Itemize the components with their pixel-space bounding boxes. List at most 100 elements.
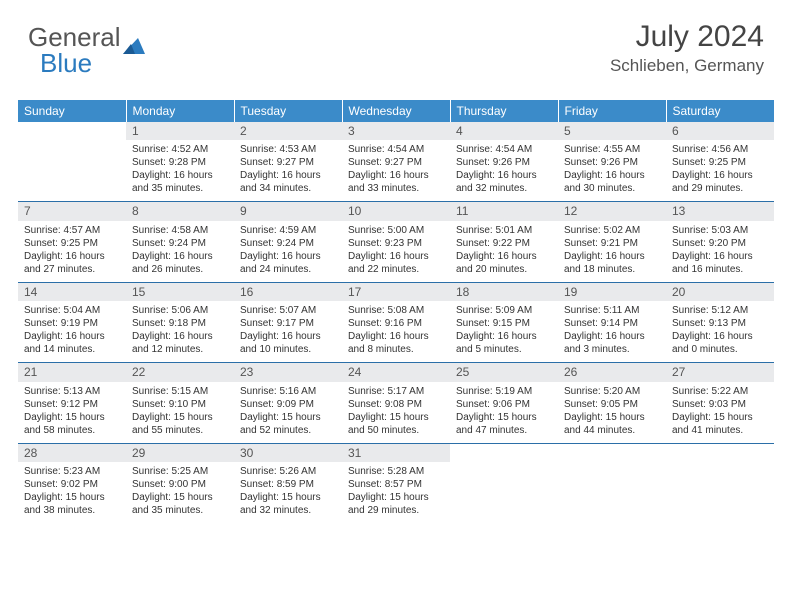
day-details: Sunrise: 5:09 AMSunset: 9:15 PMDaylight:… — [450, 301, 558, 362]
header-block: July 2024 Schlieben, Germany — [610, 20, 764, 76]
day-number — [558, 444, 666, 462]
day-number: 14 — [18, 283, 126, 301]
day-cell-body: Sunrise: 5:07 AMSunset: 9:17 PMDaylight:… — [234, 301, 342, 363]
day-line-d1: Daylight: 16 hours — [240, 169, 336, 182]
day-line-ss: Sunset: 9:12 PM — [24, 398, 120, 411]
day-line-ss: Sunset: 9:28 PM — [132, 156, 228, 169]
day-line-d1: Daylight: 16 hours — [348, 250, 444, 263]
day-line-ss: Sunset: 9:06 PM — [456, 398, 552, 411]
day-cell-number — [450, 444, 558, 462]
location-label: Schlieben, Germany — [610, 56, 764, 76]
week-daynum-row: 123456 — [18, 122, 774, 140]
day-line-sr: Sunrise: 5:22 AM — [672, 385, 768, 398]
day-line-sr: Sunrise: 5:15 AM — [132, 385, 228, 398]
day-details: Sunrise: 5:07 AMSunset: 9:17 PMDaylight:… — [234, 301, 342, 362]
dayname-friday: Friday — [558, 100, 666, 122]
day-line-d1: Daylight: 16 hours — [672, 250, 768, 263]
day-cell-body: Sunrise: 5:19 AMSunset: 9:06 PMDaylight:… — [450, 382, 558, 444]
day-line-sr: Sunrise: 5:16 AM — [240, 385, 336, 398]
day-number: 29 — [126, 444, 234, 462]
day-cell-number: 21 — [18, 363, 126, 381]
day-line-d2: and 18 minutes. — [564, 263, 660, 276]
day-details: Sunrise: 4:59 AMSunset: 9:24 PMDaylight:… — [234, 221, 342, 282]
day-number: 15 — [126, 283, 234, 301]
day-cell-number: 10 — [342, 202, 450, 220]
day-line-d2: and 47 minutes. — [456, 424, 552, 437]
day-line-sr: Sunrise: 5:03 AM — [672, 224, 768, 237]
day-details: Sunrise: 4:58 AMSunset: 9:24 PMDaylight:… — [126, 221, 234, 282]
day-line-d2: and 41 minutes. — [672, 424, 768, 437]
day-number: 17 — [342, 283, 450, 301]
day-details: Sunrise: 4:54 AMSunset: 9:27 PMDaylight:… — [342, 140, 450, 201]
day-line-ss: Sunset: 9:24 PM — [132, 237, 228, 250]
day-cell-body: Sunrise: 5:02 AMSunset: 9:21 PMDaylight:… — [558, 221, 666, 283]
day-line-ss: Sunset: 9:15 PM — [456, 317, 552, 330]
day-cell-body: Sunrise: 4:54 AMSunset: 9:27 PMDaylight:… — [342, 140, 450, 202]
day-details: Sunrise: 5:22 AMSunset: 9:03 PMDaylight:… — [666, 382, 774, 443]
day-cell-body: Sunrise: 5:00 AMSunset: 9:23 PMDaylight:… — [342, 221, 450, 283]
day-cell-number: 29 — [126, 444, 234, 462]
day-details — [18, 140, 126, 194]
day-line-sr: Sunrise: 5:01 AM — [456, 224, 552, 237]
day-line-d2: and 35 minutes. — [132, 182, 228, 195]
day-line-d2: and 58 minutes. — [24, 424, 120, 437]
day-cell-number: 30 — [234, 444, 342, 462]
day-cell-body: Sunrise: 4:58 AMSunset: 9:24 PMDaylight:… — [126, 221, 234, 283]
day-line-d2: and 35 minutes. — [132, 504, 228, 517]
day-line-d2: and 14 minutes. — [24, 343, 120, 356]
day-details — [666, 462, 774, 516]
day-details: Sunrise: 5:12 AMSunset: 9:13 PMDaylight:… — [666, 301, 774, 362]
day-cell-body: Sunrise: 5:28 AMSunset: 8:57 PMDaylight:… — [342, 462, 450, 523]
day-line-d2: and 10 minutes. — [240, 343, 336, 356]
day-line-ss: Sunset: 8:57 PM — [348, 478, 444, 491]
day-line-ss: Sunset: 9:19 PM — [24, 317, 120, 330]
day-line-ss: Sunset: 9:25 PM — [24, 237, 120, 250]
day-line-sr: Sunrise: 5:28 AM — [348, 465, 444, 478]
day-details: Sunrise: 4:56 AMSunset: 9:25 PMDaylight:… — [666, 140, 774, 201]
day-details — [450, 462, 558, 516]
week-daybody-row: Sunrise: 4:52 AMSunset: 9:28 PMDaylight:… — [18, 140, 774, 202]
day-cell-body: Sunrise: 5:08 AMSunset: 9:16 PMDaylight:… — [342, 301, 450, 363]
day-details: Sunrise: 5:01 AMSunset: 9:22 PMDaylight:… — [450, 221, 558, 282]
day-details: Sunrise: 5:19 AMSunset: 9:06 PMDaylight:… — [450, 382, 558, 443]
day-cell-body: Sunrise: 4:56 AMSunset: 9:25 PMDaylight:… — [666, 140, 774, 202]
day-line-sr: Sunrise: 5:20 AM — [564, 385, 660, 398]
day-number — [18, 122, 126, 140]
day-cell-number: 1 — [126, 122, 234, 140]
day-line-ss: Sunset: 9:03 PM — [672, 398, 768, 411]
day-cell-number: 5 — [558, 122, 666, 140]
day-line-d1: Daylight: 15 hours — [132, 411, 228, 424]
day-line-d2: and 26 minutes. — [132, 263, 228, 276]
day-details: Sunrise: 5:02 AMSunset: 9:21 PMDaylight:… — [558, 221, 666, 282]
day-line-d1: Daylight: 16 hours — [564, 330, 660, 343]
day-number: 7 — [18, 202, 126, 220]
day-number — [450, 444, 558, 462]
calendar-table: SundayMondayTuesdayWednesdayThursdayFrid… — [18, 100, 774, 523]
day-line-d1: Daylight: 16 hours — [132, 169, 228, 182]
month-title: July 2024 — [610, 20, 764, 54]
day-number — [666, 444, 774, 462]
day-line-sr: Sunrise: 4:54 AM — [456, 143, 552, 156]
day-line-d1: Daylight: 16 hours — [564, 169, 660, 182]
brand-part2: Blue — [40, 48, 92, 79]
day-number: 16 — [234, 283, 342, 301]
day-cell-body: Sunrise: 4:52 AMSunset: 9:28 PMDaylight:… — [126, 140, 234, 202]
week-daynum-row: 28293031 — [18, 444, 774, 462]
day-number: 22 — [126, 363, 234, 381]
day-cell-body: Sunrise: 5:09 AMSunset: 9:15 PMDaylight:… — [450, 301, 558, 363]
dayname-sunday: Sunday — [18, 100, 126, 122]
day-cell-body: Sunrise: 5:22 AMSunset: 9:03 PMDaylight:… — [666, 382, 774, 444]
day-cell-body: Sunrise: 4:57 AMSunset: 9:25 PMDaylight:… — [18, 221, 126, 283]
day-line-d1: Daylight: 16 hours — [456, 250, 552, 263]
day-line-d1: Daylight: 16 hours — [24, 330, 120, 343]
week-daybody-row: Sunrise: 5:13 AMSunset: 9:12 PMDaylight:… — [18, 382, 774, 444]
day-line-sr: Sunrise: 5:17 AM — [348, 385, 444, 398]
day-cell-body — [18, 140, 126, 202]
day-line-sr: Sunrise: 5:19 AM — [456, 385, 552, 398]
day-line-d1: Daylight: 15 hours — [672, 411, 768, 424]
day-cell-number — [666, 444, 774, 462]
day-line-ss: Sunset: 9:20 PM — [672, 237, 768, 250]
day-line-d1: Daylight: 15 hours — [24, 411, 120, 424]
day-line-sr: Sunrise: 4:55 AM — [564, 143, 660, 156]
day-cell-body: Sunrise: 5:13 AMSunset: 9:12 PMDaylight:… — [18, 382, 126, 444]
